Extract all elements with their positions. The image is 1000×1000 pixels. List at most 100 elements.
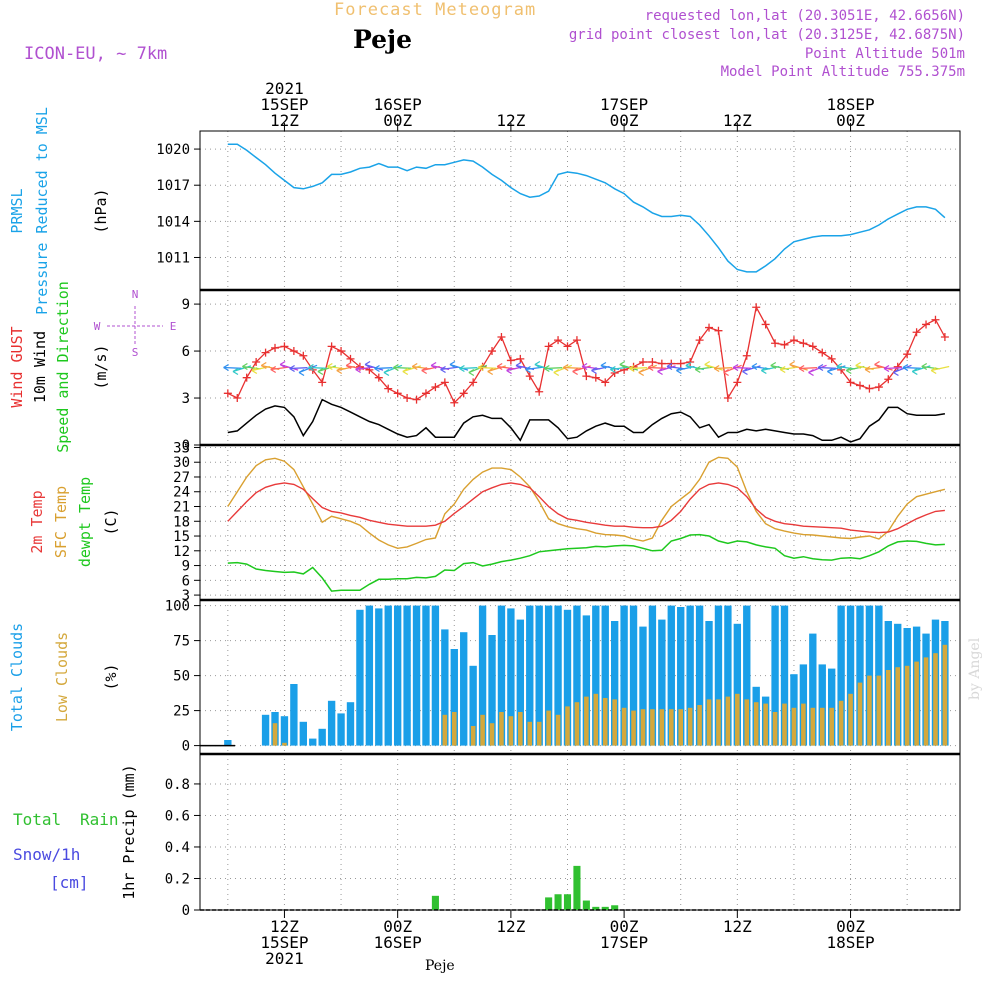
wind-arrow [704,360,723,371]
compass-north: N [132,288,139,301]
wind-arrow-head [883,364,890,373]
wind-arrow [808,364,827,377]
gust-point [940,332,949,341]
gust-point [808,342,817,351]
wind-arrow [798,364,818,373]
total-cloud-bar [375,608,383,746]
y-tick-label: 0.8 [165,777,190,793]
wind-label: 10m Wind [31,331,49,403]
wind-arrow-head [779,365,786,374]
total-cloud-bar [610,621,619,746]
gust-point [855,381,864,390]
y-tick-label: 21 [173,500,190,516]
gust-point [931,315,940,324]
bottom-time-label: 18SEP [826,933,874,952]
low-cloud-bar [593,693,599,746]
top-time-label: 12Z [496,111,525,130]
wind-arrow [864,365,884,374]
total-cloud-bar [460,632,468,746]
y-tick-label: 50 [173,669,190,685]
total-cloud-bar [705,621,713,746]
total-cloud-bar [639,626,647,746]
wind-arrow-head [534,360,541,369]
low-cloud-bar [772,712,778,746]
total-cloud-bar [365,605,374,746]
wind-arrow-head [817,363,824,372]
wind-arrow-head [251,366,258,375]
y-tick-label: 15 [173,529,190,545]
wind-arrow-shaft [459,367,478,370]
total-cloud-bar [290,684,298,746]
total-cloud-bar [544,605,553,746]
wind-arrow-head [610,365,616,374]
gust-point [733,378,742,387]
total-cloud-bar [261,714,270,746]
wind-arrow [902,363,921,372]
low-cloud-bar [904,665,910,746]
wind-arrow-shaft [478,366,497,369]
rain-bar [601,906,609,910]
low-cloud-bar [669,709,674,746]
gust-point [516,354,525,363]
wind-arrow-head [355,365,361,374]
low-cloud-bar [914,661,919,746]
bottom-time-label: 15SEP [260,933,308,952]
y-tick-label: 6 [182,573,190,589]
wind-arrow-head [864,365,871,374]
gust-point [421,389,430,398]
total-cloud-bar [724,605,732,746]
gust-point [572,336,581,345]
wind-arrow-head [374,364,380,373]
wind-arrow-shaft [666,365,686,370]
low-cloud-bar [801,703,806,746]
bottom-time-label: 12Z [723,917,752,936]
total-cloud-bar [695,605,704,746]
gust-point [912,328,921,337]
low-cloud-bar [272,723,278,746]
wind-arrow-head [591,366,597,375]
rain-total-label: Total [13,810,61,829]
wind-arrow [581,362,601,371]
y-tick-label: 9 [182,297,190,313]
top-time-label: 00Z [610,111,639,130]
y-tick-label: 18 [173,514,190,530]
wind-arrow-head [223,363,229,372]
wind-unit: (m/s) [92,344,110,389]
low-cloud-bar [763,703,768,746]
wind-arrow-head [421,366,428,375]
gust-point [252,358,261,367]
wind-arrow-shaft [374,367,393,370]
low-cloud-bar [499,712,504,746]
low-cloud-bar [895,667,901,746]
gust-point [903,350,912,359]
wind-arrow-head [327,362,333,371]
compass-east: E [170,320,177,333]
wind-arrow-head [279,360,286,369]
wind-arrow [242,362,261,371]
wind-arrow-head [911,367,918,376]
total-cloud-bar [309,738,317,746]
top-time-label: 12Z [723,111,752,130]
y-tick-label: 0 [182,438,190,454]
wind-arrow-head [345,361,352,370]
low-cloud-bar [867,675,872,746]
wind-arrow-shaft [733,366,752,369]
wind-arrow-head [232,367,239,376]
top-time-label: 18SEP [826,95,874,114]
gust-point [544,342,553,351]
wind-arrow [921,362,940,371]
gust-point [761,320,770,329]
wind-arrow-head [704,360,711,369]
y-tick-label: 27 [173,470,190,486]
wind-arrow-head [270,365,277,374]
wind-arrow [544,364,563,373]
total-cloud-bar [563,609,572,746]
gust-point [318,378,327,387]
gust-point [752,303,761,312]
wind-arrow [477,363,497,372]
wind-arrow [723,364,742,377]
model-point-altitude: Model Point Altitude 755.375m [720,64,965,80]
y-tick-label: 1014 [156,214,190,230]
total-cloud-bar [469,665,477,746]
